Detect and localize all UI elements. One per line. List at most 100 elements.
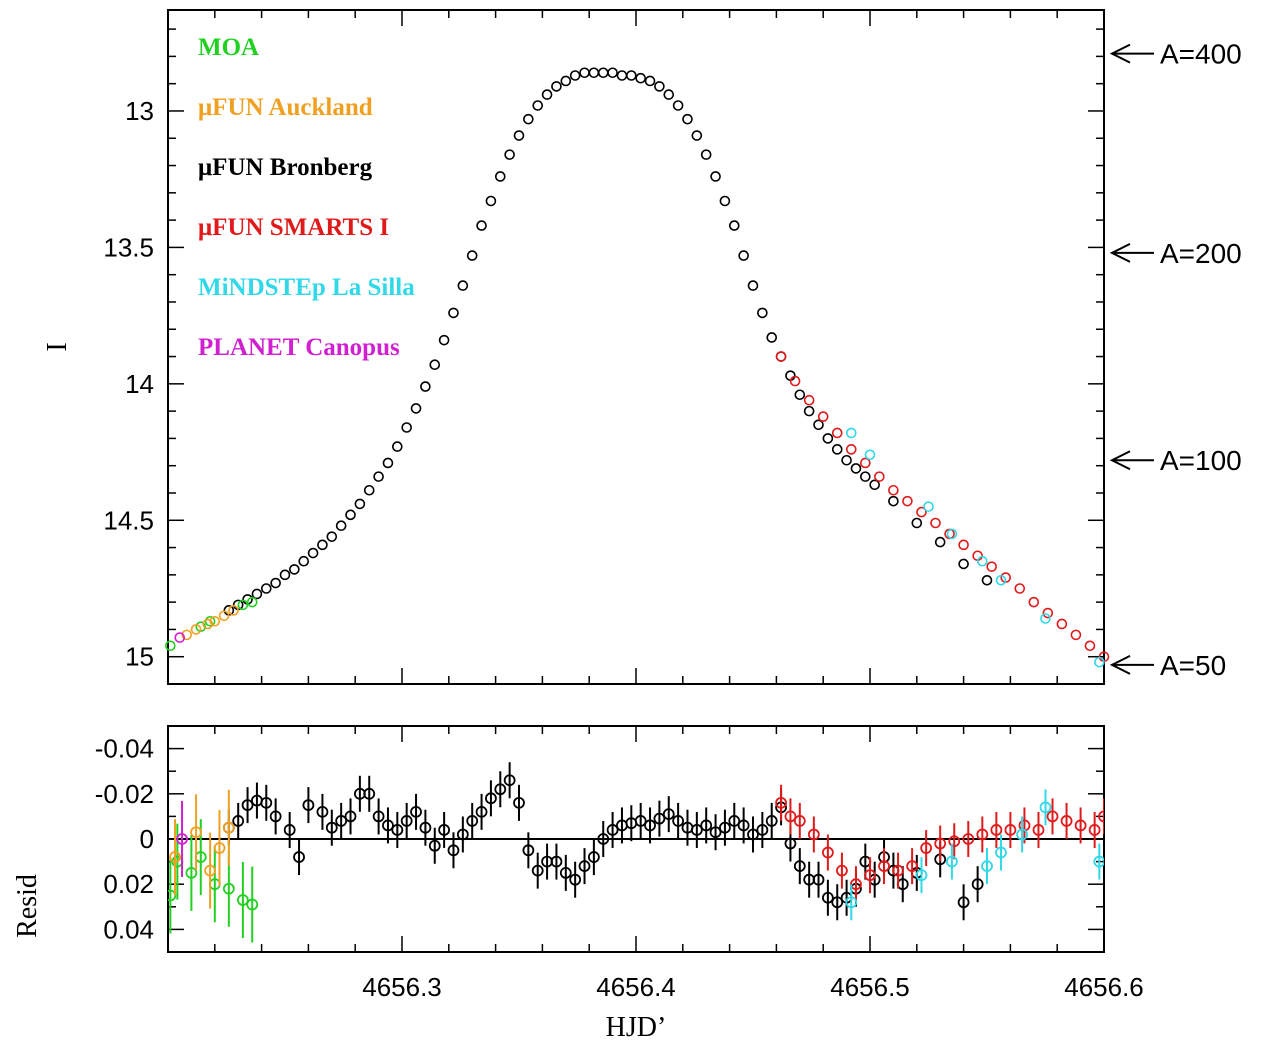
data-point xyxy=(438,334,450,346)
residual-point xyxy=(892,864,904,877)
residual-point xyxy=(915,869,928,882)
residual-point xyxy=(447,844,460,857)
data-point xyxy=(682,113,693,125)
residual-point xyxy=(765,815,778,827)
data-point xyxy=(958,558,969,570)
bottom-y-tick-label: -0.04 xyxy=(95,734,154,764)
bottom-y-tick-label: 0.04 xyxy=(103,914,154,944)
data-point xyxy=(354,498,366,510)
residual-point xyxy=(821,891,834,904)
data-point xyxy=(766,332,778,343)
data-point xyxy=(513,130,525,141)
residual-point xyxy=(948,835,961,848)
data-point xyxy=(279,569,291,581)
residual-point xyxy=(503,774,516,787)
data-point xyxy=(1042,607,1054,619)
residual-point xyxy=(793,860,806,873)
magnification-label: A=200 xyxy=(1160,238,1242,269)
data-point xyxy=(789,375,801,387)
residual-point xyxy=(812,873,825,886)
residual-point xyxy=(213,842,226,854)
data-point xyxy=(476,220,487,231)
residual-point xyxy=(302,799,315,811)
data-point xyxy=(420,381,431,392)
residual-point xyxy=(222,821,235,834)
data-point xyxy=(902,495,913,507)
residual-point xyxy=(864,869,876,882)
residual-point xyxy=(946,855,958,868)
data-point xyxy=(911,517,923,529)
residual-point xyxy=(906,860,919,873)
residual-point xyxy=(709,826,722,839)
data-point xyxy=(1028,596,1040,608)
data-point xyxy=(174,632,185,643)
data-point xyxy=(251,588,263,600)
residual-point xyxy=(1032,824,1045,836)
residual-point xyxy=(325,821,338,834)
top-y-axis-label: I xyxy=(42,342,73,351)
residual-point xyxy=(606,824,619,836)
data-point xyxy=(597,67,609,79)
data-point xyxy=(616,70,628,81)
data-point xyxy=(1070,629,1082,641)
data-point xyxy=(1014,583,1026,594)
x-tick-label: 4656.5 xyxy=(830,972,910,1002)
data-point xyxy=(794,389,806,401)
residual-point xyxy=(793,815,806,827)
data-point xyxy=(457,280,469,291)
data-point xyxy=(429,359,441,371)
residual-point xyxy=(962,833,975,845)
legend-entry: MOA xyxy=(198,34,259,61)
data-point xyxy=(663,89,675,100)
arrow-head xyxy=(1109,43,1131,64)
data-point xyxy=(738,250,749,261)
data-point xyxy=(874,471,885,482)
top-y-tick-label: 14 xyxy=(125,369,154,399)
x-tick-label: 4656.3 xyxy=(362,972,442,1002)
residual-point xyxy=(831,896,844,909)
data-point xyxy=(494,171,506,182)
residual-point xyxy=(569,873,582,886)
data-point xyxy=(845,444,857,455)
x-tick-label: 4656.4 xyxy=(596,972,676,1002)
data-point xyxy=(298,555,310,567)
data-point xyxy=(607,67,618,79)
data-point xyxy=(934,536,946,548)
residual-point xyxy=(878,860,890,873)
data-point xyxy=(165,640,176,652)
data-point xyxy=(803,394,815,406)
data-point xyxy=(228,605,239,616)
bottom-y-tick-label: -0.02 xyxy=(95,779,154,809)
residual-point xyxy=(513,796,525,809)
data-point xyxy=(757,307,768,319)
legend: MOA μFUN Auckland μFUN Bronberg μFUN SMARTS… xyxy=(198,34,415,361)
residual-point xyxy=(784,837,797,850)
residual-point xyxy=(845,896,858,909)
data-point xyxy=(466,250,478,261)
data-point xyxy=(930,517,941,529)
data-point xyxy=(888,495,899,507)
residual-point xyxy=(410,805,422,818)
data-point xyxy=(923,501,934,512)
data-point xyxy=(289,564,300,575)
top-panel: 13 13.5 14 14.5 15 I xyxy=(42,9,1110,685)
residual-point xyxy=(821,846,834,859)
data-point xyxy=(209,615,221,627)
data-point xyxy=(551,81,562,92)
data-point xyxy=(1040,613,1051,624)
bottom-y-tick-label: 0 xyxy=(140,824,154,854)
data-point xyxy=(626,70,637,81)
data-point xyxy=(373,471,384,482)
residual-point xyxy=(597,833,610,845)
residual-point xyxy=(578,860,591,873)
data-point xyxy=(841,454,852,466)
data-point xyxy=(869,479,880,491)
bottom-y-axis-label: Resid xyxy=(12,874,43,938)
residual-point xyxy=(981,860,993,873)
residual-point xyxy=(644,819,656,832)
residual-point xyxy=(653,812,666,825)
magnification-markers: A=400 A=200 A=100 A=50 xyxy=(1109,39,1242,681)
residual-point xyxy=(466,815,479,827)
x-tick-label: 4656.6 xyxy=(1064,972,1144,1002)
